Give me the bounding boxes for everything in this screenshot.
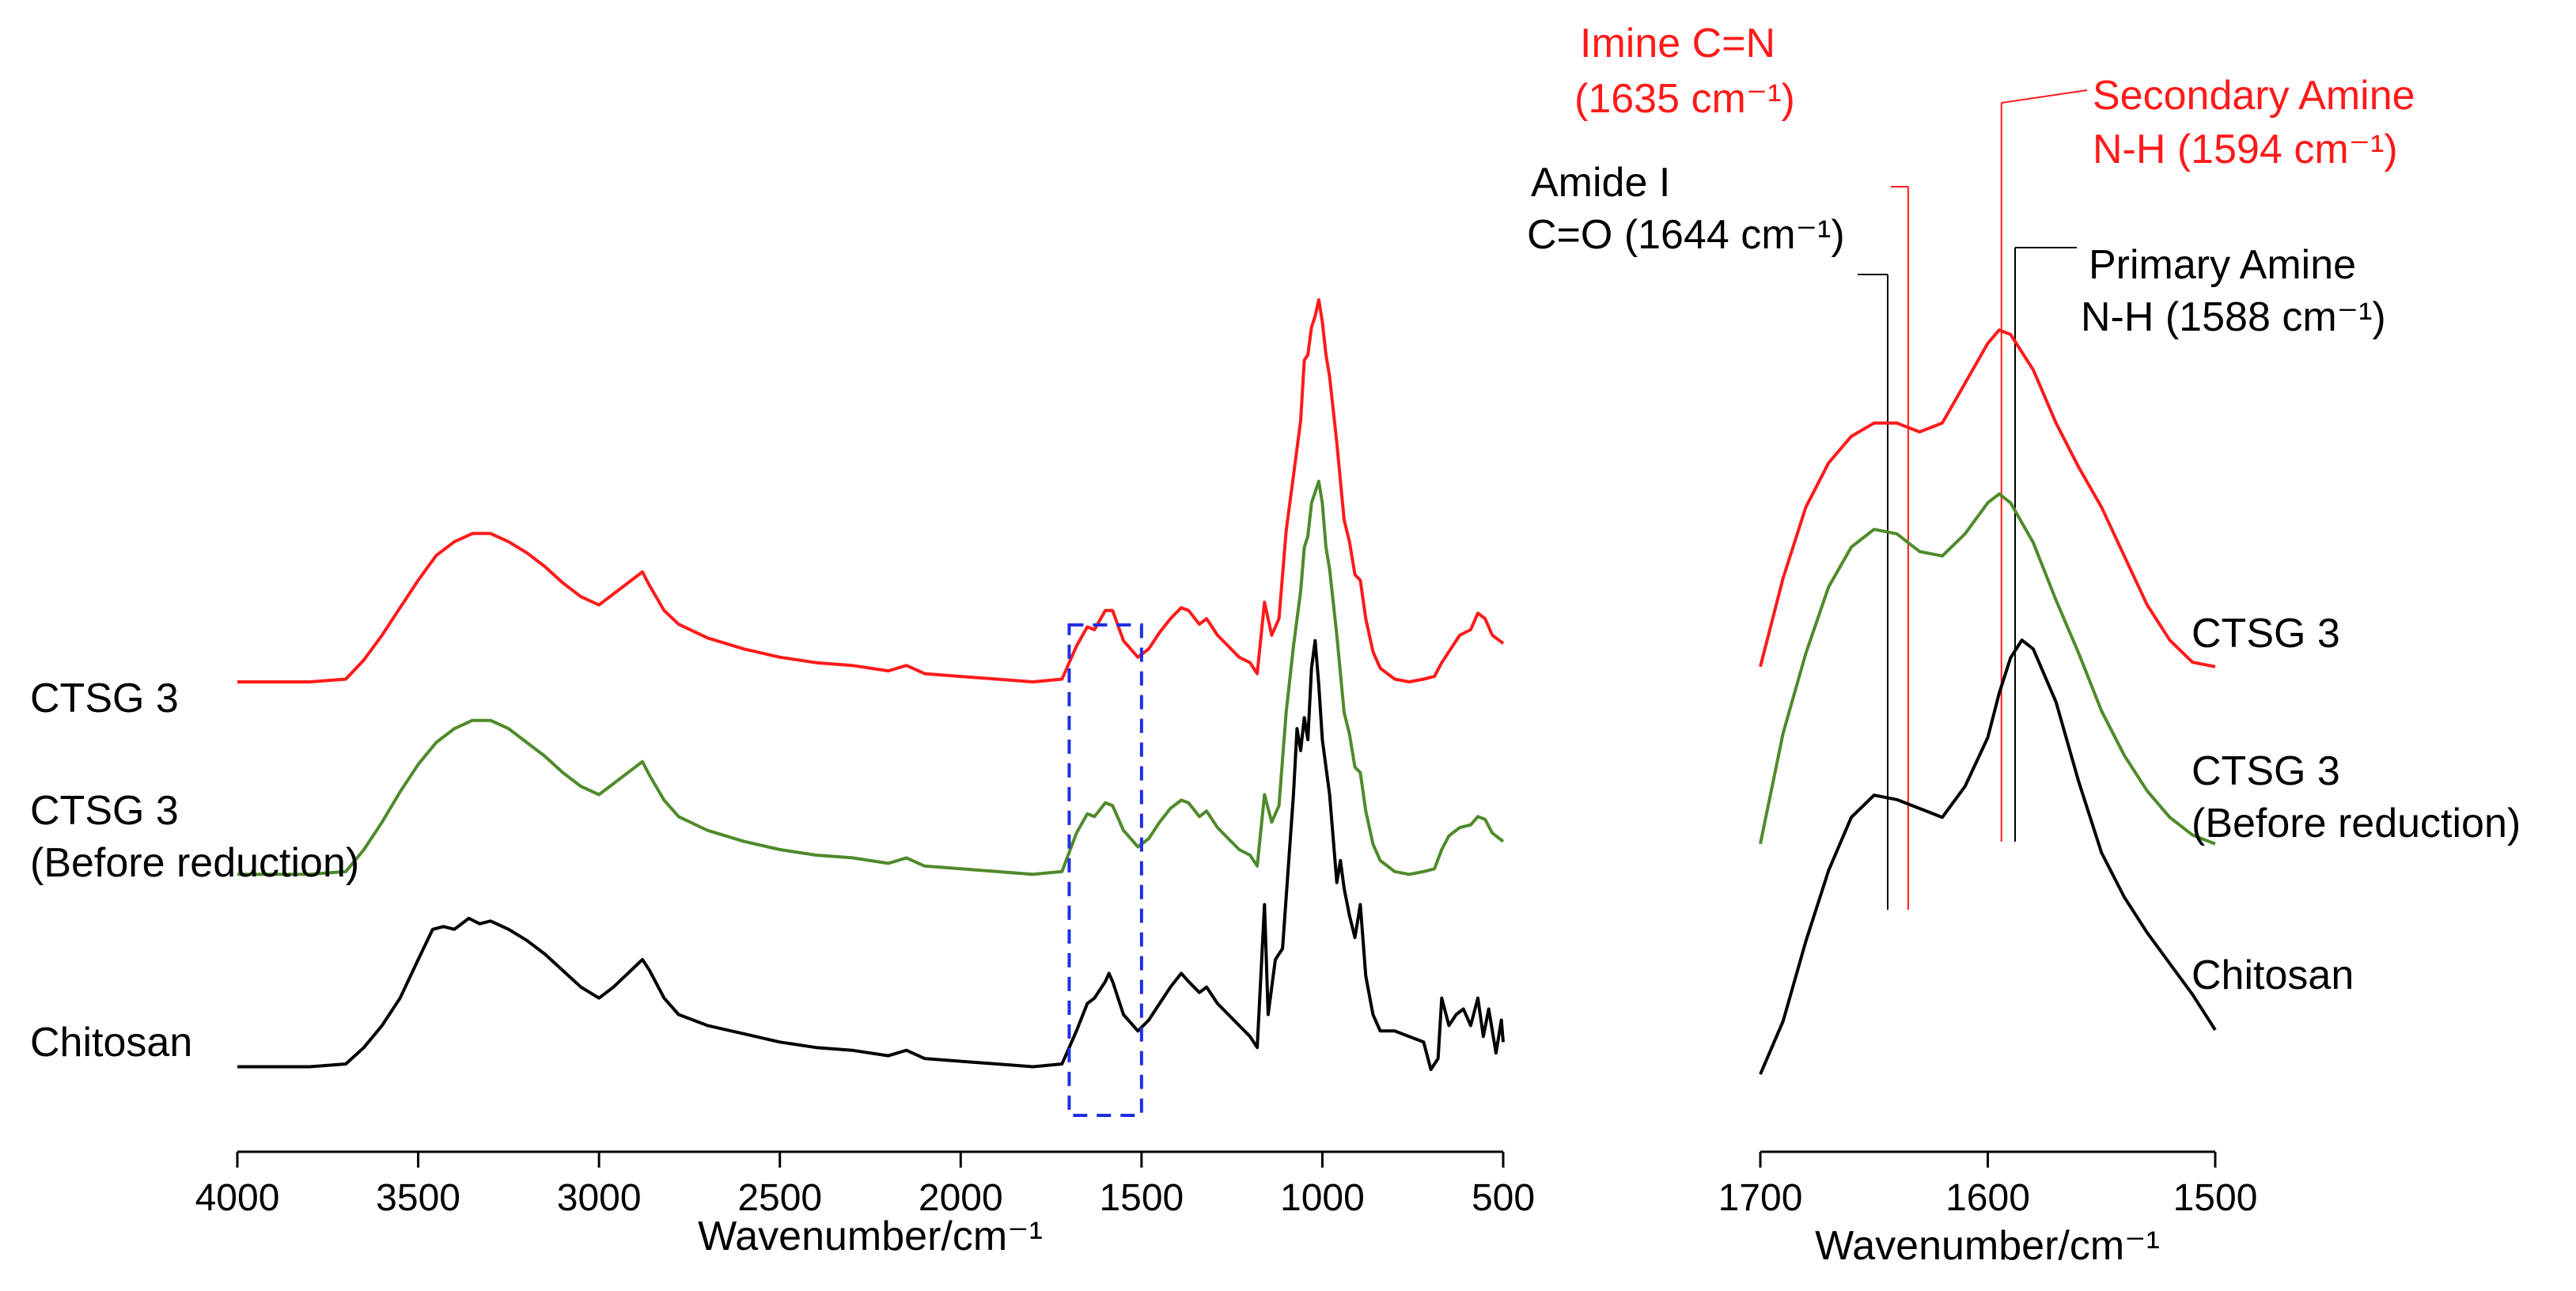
zoom-series-line-ctsg-3 xyxy=(1759,328,2216,668)
zoomed-spectrum-series xyxy=(1759,328,2217,1075)
zoom-series-line-chitosan xyxy=(1759,638,2217,1075)
zoom-tick-label-1600: 1600 xyxy=(1945,1177,2030,1219)
series-line-chitosan xyxy=(237,638,1505,1071)
tick-label-3500: 3500 xyxy=(376,1177,460,1219)
annotation-amide-line1: Amide I xyxy=(1531,160,1670,206)
tick-label-3000: 3000 xyxy=(557,1177,642,1219)
annotation-secondary-amine-line2: N-H (1594 cm⁻¹) xyxy=(2093,127,2398,172)
highlight-box-1700-1500 xyxy=(1067,623,1143,1117)
x-axis-label: Wavenumber/cm⁻¹ xyxy=(698,1213,1043,1259)
annotation-secondary-amine-line1: Secondary Amine xyxy=(2093,73,2415,119)
annotation-primary-amine-line2: N-H (1588 cm⁻¹) xyxy=(2081,294,2386,340)
series-label-ctsg3: CTSG 3 xyxy=(30,676,179,721)
zoomed-spectrum-panel: 1700 1600 1500 Wavenumber/cm⁻¹ CTSG 3 CTSG… xyxy=(1527,21,2521,1269)
full-spectrum-panel: 4000 3500 3000 2500 2000 1500 1000 500 Wavenumb… xyxy=(30,298,1535,1259)
series-label-chitosan: Chitosan xyxy=(30,1020,192,1066)
zoom-tick-label-1500: 1500 xyxy=(2173,1177,2258,1219)
tick-label-2000: 2000 xyxy=(919,1177,1003,1219)
tick-label-500: 500 xyxy=(1472,1177,1535,1219)
annotation-primary-amine-line1: Primary Amine xyxy=(2089,242,2356,288)
zoom-tick-label-1700: 1700 xyxy=(1718,1177,1803,1219)
series-line-ctsg-3 xyxy=(237,298,1505,683)
zoom-series-label-ctsg3: CTSG 3 xyxy=(2191,611,2340,657)
x-axis-label-zoom: Wavenumber/cm⁻¹ xyxy=(1815,1223,2160,1269)
annotation-imine-line1: Imine C=N xyxy=(1580,21,1775,66)
zoom-series-line-ctsg-3-before-reduction xyxy=(1759,492,2216,846)
band-leader-secondary-amine xyxy=(2001,89,2088,104)
tick-label-1500: 1500 xyxy=(1099,1177,1184,1219)
series-label-before-reduction-line1: CTSG 3 xyxy=(30,788,179,834)
zoom-series-label-before-reduction-line1: CTSG 3 xyxy=(2191,748,2340,794)
tick-label-2500: 2500 xyxy=(737,1177,822,1219)
tick-label-1000: 1000 xyxy=(1280,1177,1365,1219)
full-spectrum-series xyxy=(237,298,1505,1071)
tick-label-4000: 4000 xyxy=(195,1177,280,1219)
band-marker-lines xyxy=(1858,89,2088,910)
annotation-amide-line2: C=O (1644 cm⁻¹) xyxy=(1527,212,1845,258)
zoom-series-label-before-reduction-line2: (Before reduction) xyxy=(2191,801,2521,846)
x-axis-ticks: 4000 3500 3000 2500 2000 1500 1000 500 xyxy=(195,1152,1535,1219)
zoom-series-label-chitosan: Chitosan xyxy=(2191,952,2354,998)
series-label-before-reduction-line2: (Before reduction) xyxy=(30,840,359,886)
series-line-ctsg-3-before-reduction xyxy=(237,479,1505,876)
x-axis-ticks-zoom: 1700 1600 1500 xyxy=(1718,1152,2258,1219)
annotation-imine-line2: (1635 cm⁻¹) xyxy=(1574,76,1795,122)
